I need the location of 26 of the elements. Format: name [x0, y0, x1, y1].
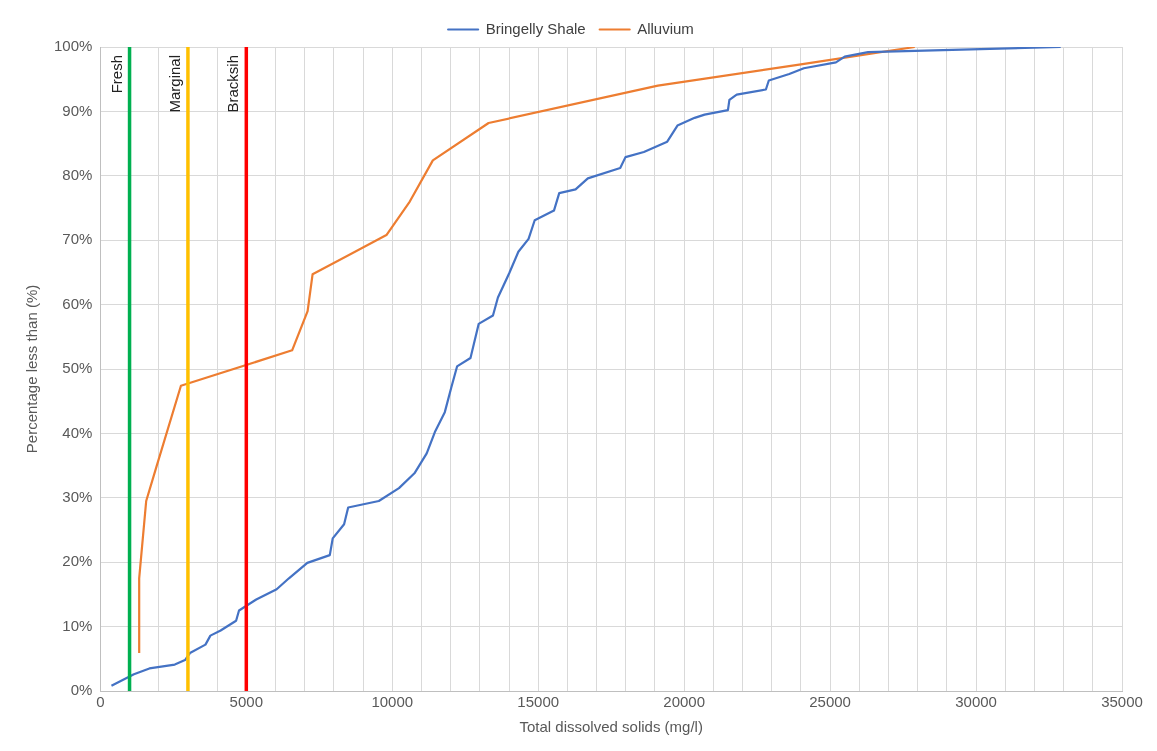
x-tick-label: 0: [96, 693, 105, 711]
x-tick-label: 20000: [663, 693, 706, 711]
y-tick-label: 70%: [62, 230, 93, 248]
y-tick-label: 40%: [62, 423, 93, 441]
ref-line-label: Marginal: [166, 55, 184, 113]
y-tick-label: 60%: [62, 294, 93, 312]
y-tick-label: 0%: [70, 681, 93, 699]
x-tick-label: 5000: [229, 693, 263, 711]
y-tick-label: 80%: [62, 165, 93, 183]
legend-label: Bringelly Shale: [485, 19, 586, 37]
x-tick-label: 30000: [955, 693, 997, 711]
x-tick-label: 25000: [809, 693, 851, 711]
x-tick-label: 35000: [1101, 693, 1143, 711]
x-tick-label: 10000: [371, 693, 414, 711]
y-axis-title: Percentage less than (%): [23, 284, 41, 454]
y-tick-label: 30%: [62, 487, 93, 505]
x-tick-label: 15000: [517, 693, 560, 711]
ref-line-label: Fresh: [107, 55, 125, 94]
x-axis-title: Total dissolved solids (mg/l): [519, 718, 703, 736]
legend-label: Alluvium: [637, 19, 694, 37]
y-tick-label: 90%: [62, 101, 93, 119]
y-tick-label: 50%: [62, 359, 93, 377]
ref-line-label: Bracksih: [224, 55, 242, 113]
y-tick-label: 100%: [53, 37, 93, 55]
y-tick-label: 20%: [62, 552, 93, 570]
y-tick-label: 10%: [62, 616, 93, 634]
